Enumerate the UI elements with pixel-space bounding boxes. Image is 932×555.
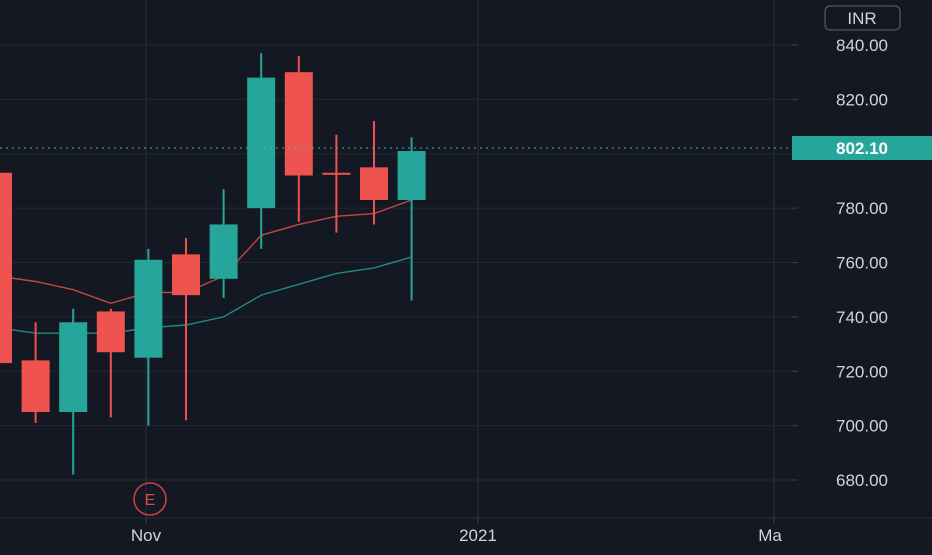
candle-5[interactable]	[134, 248, 163, 426]
y-tick-label: 720.00	[836, 362, 888, 381]
x-tick-label: Nov	[131, 526, 162, 545]
y-tick-label: 820.00	[836, 90, 888, 109]
moving-averages	[0, 199, 412, 334]
y-tick-label: 700.00	[836, 417, 888, 436]
earnings-event-marker[interactable]: E	[133, 482, 167, 516]
candle-body	[0, 172, 12, 364]
candle-body	[360, 167, 388, 200]
last-price-tag: 802.10	[792, 136, 932, 161]
grid-lines	[0, 0, 792, 518]
candle-6[interactable]	[172, 238, 200, 421]
price-axis[interactable]: 840.00820.00800.00780.00760.00740.00720.…	[792, 0, 932, 518]
candle-body	[397, 151, 426, 200]
candles	[0, 53, 426, 475]
currency-label: INR	[847, 9, 876, 28]
candle-1[interactable]	[0, 172, 12, 364]
candle-body	[322, 172, 351, 175]
currency-badge[interactable]: INR	[824, 5, 901, 31]
candle-body	[96, 311, 125, 353]
y-tick-label: 740.00	[836, 308, 888, 327]
candle-9[interactable]	[284, 55, 313, 222]
last-price-label: 802.10	[836, 139, 888, 158]
candle-10[interactable]	[322, 134, 351, 233]
candle-7[interactable]	[209, 189, 238, 298]
y-tick-label: 680.00	[836, 471, 888, 490]
candle-body	[134, 259, 163, 358]
candle-body	[284, 72, 313, 176]
candle-3[interactable]	[59, 308, 88, 475]
candle-2[interactable]	[21, 322, 50, 423]
candle-body	[59, 322, 88, 413]
candle-12[interactable]	[397, 137, 426, 301]
candle-body	[209, 224, 238, 279]
event-marker-circle	[133, 482, 167, 516]
x-tick-label: Ma	[758, 526, 782, 545]
candle-body	[21, 360, 50, 413]
candle-8[interactable]	[247, 53, 276, 249]
y-tick-label: 760.00	[836, 254, 888, 273]
time-axis[interactable]: Nov 2021 Ma	[0, 517, 932, 550]
candle-body	[247, 77, 276, 209]
event-marker-group: E	[133, 482, 167, 516]
candle-body	[172, 254, 200, 296]
slow-moving-average-line	[0, 256, 412, 334]
x-tick-label: 2021	[459, 526, 497, 545]
fast-moving-average-line	[0, 199, 412, 305]
candle-11[interactable]	[360, 121, 388, 225]
y-tick-label: 780.00	[836, 199, 888, 218]
candle-4[interactable]	[96, 308, 125, 418]
event-marker-label: E	[145, 492, 156, 509]
y-tick-label: 840.00	[836, 36, 888, 55]
